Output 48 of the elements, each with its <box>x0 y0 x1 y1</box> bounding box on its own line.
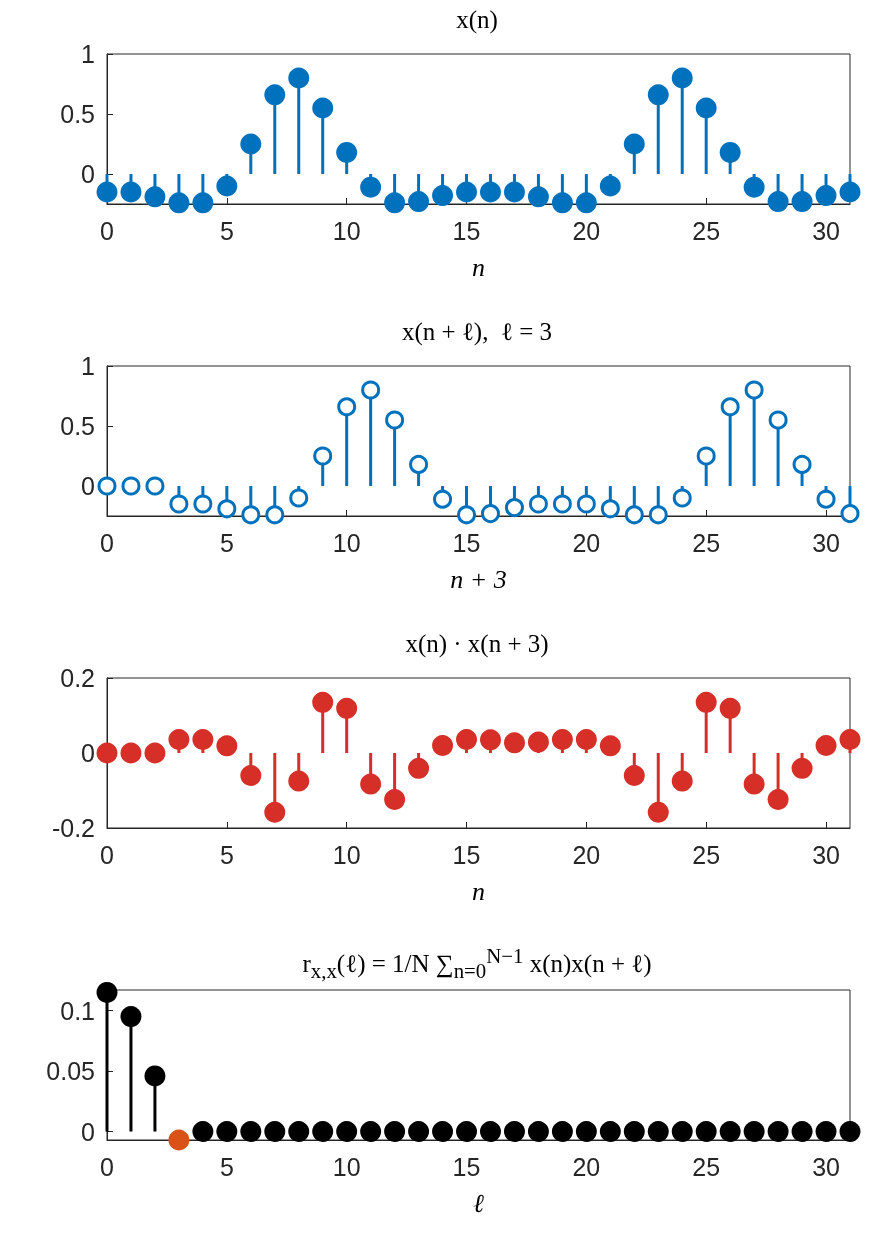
y-tick-label: -0.2 <box>51 814 95 842</box>
chart-title: r$_{x,x}$(ℓ) = 1/N ∑$_{n=0}$$^{N−1}$ x(n)x(n + ℓ) <box>301 943 653 984</box>
x-tick-label: 20 <box>572 1152 601 1181</box>
x-tick-label: 10 <box>332 1152 361 1181</box>
x-axis-title: n <box>472 252 485 282</box>
x-tick-label: 5 <box>219 216 234 245</box>
x-tick-label: 20 <box>572 840 601 869</box>
x-tick-label: 15 <box>452 528 481 557</box>
x-tick-label: 15 <box>452 840 481 869</box>
y-tick-label: 0.2 <box>60 664 95 692</box>
y-tick-label: 0 <box>81 1117 95 1146</box>
x-tick-label: 20 <box>572 528 601 557</box>
x-tick-label: 30 <box>812 528 840 557</box>
y-tick-label: 0.1 <box>60 996 95 1025</box>
y-tick-label: 0 <box>81 472 95 500</box>
y-tick-label: 0 <box>81 160 95 188</box>
x-tick-label: 25 <box>692 216 721 245</box>
chart-title: x(n) <box>455 5 499 36</box>
chart-title: x(n + ℓ), ℓ = 3 <box>400 317 554 348</box>
y-tick-label: 0.5 <box>60 412 95 440</box>
x-tick-label: 25 <box>692 840 721 869</box>
x-tick-label: 25 <box>692 528 721 557</box>
x-tick-label: 15 <box>452 1152 481 1181</box>
x-tick-label: 5 <box>219 528 234 557</box>
x-tick-label: 5 <box>219 1152 234 1181</box>
chart-title: x(n) · x(n + 3) <box>404 629 550 660</box>
x-tick-label: 0 <box>100 1152 114 1181</box>
x-axis-title: n + 3 <box>450 564 507 594</box>
x-tick-label: 25 <box>692 1152 721 1181</box>
y-tick-label: 1 <box>81 352 95 380</box>
x-tick-label: 20 <box>572 216 601 245</box>
x-tick-label: 5 <box>219 840 234 869</box>
y-tick-label: 0 <box>81 739 95 767</box>
x-tick-label: 0 <box>100 528 114 557</box>
x-tick-label: 10 <box>332 528 361 557</box>
x-tick-label: 0 <box>100 216 114 245</box>
y-tick-label: 0.5 <box>60 100 95 128</box>
x-axis-title: ℓ <box>473 1188 485 1218</box>
x-tick-label: 0 <box>100 840 114 869</box>
x-axis-title: n <box>472 876 485 906</box>
x-tick-label: 15 <box>452 216 481 245</box>
x-tick-label: 10 <box>332 216 361 245</box>
x-tick-label: 10 <box>332 840 361 869</box>
x-tick-label: 30 <box>812 1152 840 1181</box>
x-tick-label: 30 <box>812 216 840 245</box>
y-tick-label: 0.05 <box>46 1057 95 1086</box>
x-tick-label: 30 <box>812 840 840 869</box>
y-tick-label: 1 <box>81 40 95 68</box>
